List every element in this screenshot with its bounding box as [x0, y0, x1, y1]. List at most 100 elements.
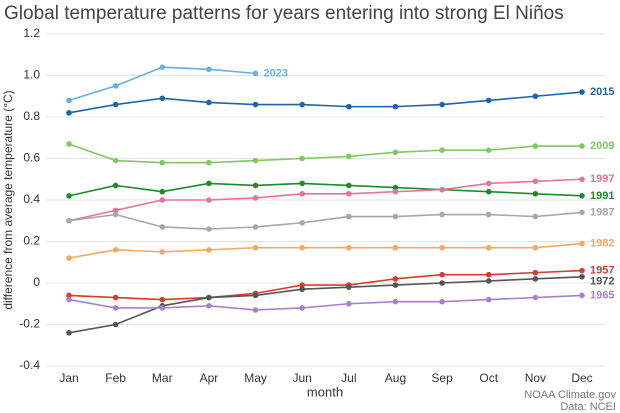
- point: [206, 99, 212, 106]
- series-label: 1972: [590, 275, 614, 287]
- point: [66, 193, 72, 199]
- line: [68, 143, 582, 164]
- point: [485, 147, 492, 153]
- series: [66, 240, 585, 261]
- point: [206, 159, 212, 166]
- point: [532, 244, 539, 251]
- point: [112, 207, 119, 214]
- point: [532, 190, 539, 197]
- line: [68, 242, 583, 259]
- x-tick-label: Apr: [200, 371, 219, 385]
- point: [252, 101, 259, 108]
- point: [485, 188, 492, 195]
- series-label: 2023: [264, 67, 288, 79]
- point: [112, 182, 119, 189]
- point: [159, 188, 166, 195]
- y-tick-label: -0.4: [19, 358, 40, 372]
- x-tick-label: Jul: [341, 371, 356, 385]
- point: [579, 273, 585, 280]
- point: [485, 211, 492, 218]
- point: [485, 180, 492, 187]
- point: [159, 305, 166, 311]
- point: [159, 197, 166, 203]
- point: [66, 330, 72, 336]
- y-axis-label: difference from average temperature (°C): [1, 90, 15, 309]
- point: [392, 282, 399, 288]
- series-label: 1957: [590, 264, 614, 276]
- point: [579, 176, 585, 183]
- point: [66, 255, 72, 261]
- point: [66, 296, 72, 303]
- point: [485, 271, 492, 278]
- point: [299, 155, 305, 162]
- series: [66, 64, 259, 104]
- x-tick-label: Sep: [431, 371, 453, 385]
- point: [206, 247, 212, 253]
- point: [66, 97, 72, 104]
- point: [532, 213, 539, 220]
- point: [579, 292, 585, 299]
- y-tick-label: -0.2: [19, 317, 40, 331]
- series-label: 1987: [590, 206, 614, 218]
- y-tick-label: 0.4: [23, 192, 40, 206]
- credit: Data: NCEI: [560, 401, 616, 413]
- point: [346, 284, 352, 290]
- x-tick-label: Oct: [479, 371, 498, 385]
- x-tick-label: Jan: [59, 371, 78, 385]
- point: [159, 296, 166, 303]
- point: [112, 294, 119, 301]
- point: [112, 305, 119, 311]
- series-label: 1997: [590, 173, 614, 185]
- line: [68, 91, 583, 114]
- point: [299, 190, 305, 197]
- x-tick-label: Feb: [105, 371, 126, 385]
- point: [252, 224, 259, 230]
- point: [206, 294, 212, 301]
- point: [206, 66, 212, 73]
- point: [392, 103, 399, 110]
- line: [68, 66, 256, 102]
- point: [439, 244, 445, 251]
- point: [112, 247, 119, 253]
- x-tick-label: Jun: [293, 371, 312, 385]
- point: [299, 101, 305, 108]
- point: [346, 153, 352, 160]
- grid: [46, 33, 605, 367]
- point: [346, 244, 352, 251]
- point: [252, 70, 259, 77]
- series: [66, 89, 585, 116]
- line: [68, 275, 583, 334]
- point: [579, 209, 585, 216]
- line: [68, 182, 583, 197]
- point: [579, 143, 585, 149]
- point: [112, 211, 119, 218]
- point: [532, 178, 539, 185]
- point: [439, 186, 445, 193]
- x-tick-label: Mar: [152, 371, 173, 385]
- point: [66, 110, 72, 116]
- line: [68, 269, 583, 301]
- point: [66, 141, 72, 147]
- point: [206, 303, 212, 309]
- point: [206, 226, 212, 232]
- point: [532, 93, 539, 100]
- series: [66, 209, 585, 232]
- point: [532, 276, 539, 282]
- point: [346, 190, 352, 197]
- point: [392, 188, 399, 195]
- point: [346, 300, 352, 307]
- line: [68, 294, 583, 311]
- series: [66, 180, 585, 199]
- point: [159, 249, 166, 255]
- point: [252, 307, 259, 313]
- x-tick-label: Nov: [525, 371, 546, 385]
- point: [159, 159, 166, 166]
- x-tick-label: Aug: [385, 371, 406, 385]
- point: [579, 89, 585, 95]
- point: [392, 244, 399, 251]
- series-label: 1982: [590, 237, 614, 249]
- y-tick-label: 0.8: [23, 109, 40, 123]
- point: [299, 286, 305, 293]
- series: [66, 141, 585, 166]
